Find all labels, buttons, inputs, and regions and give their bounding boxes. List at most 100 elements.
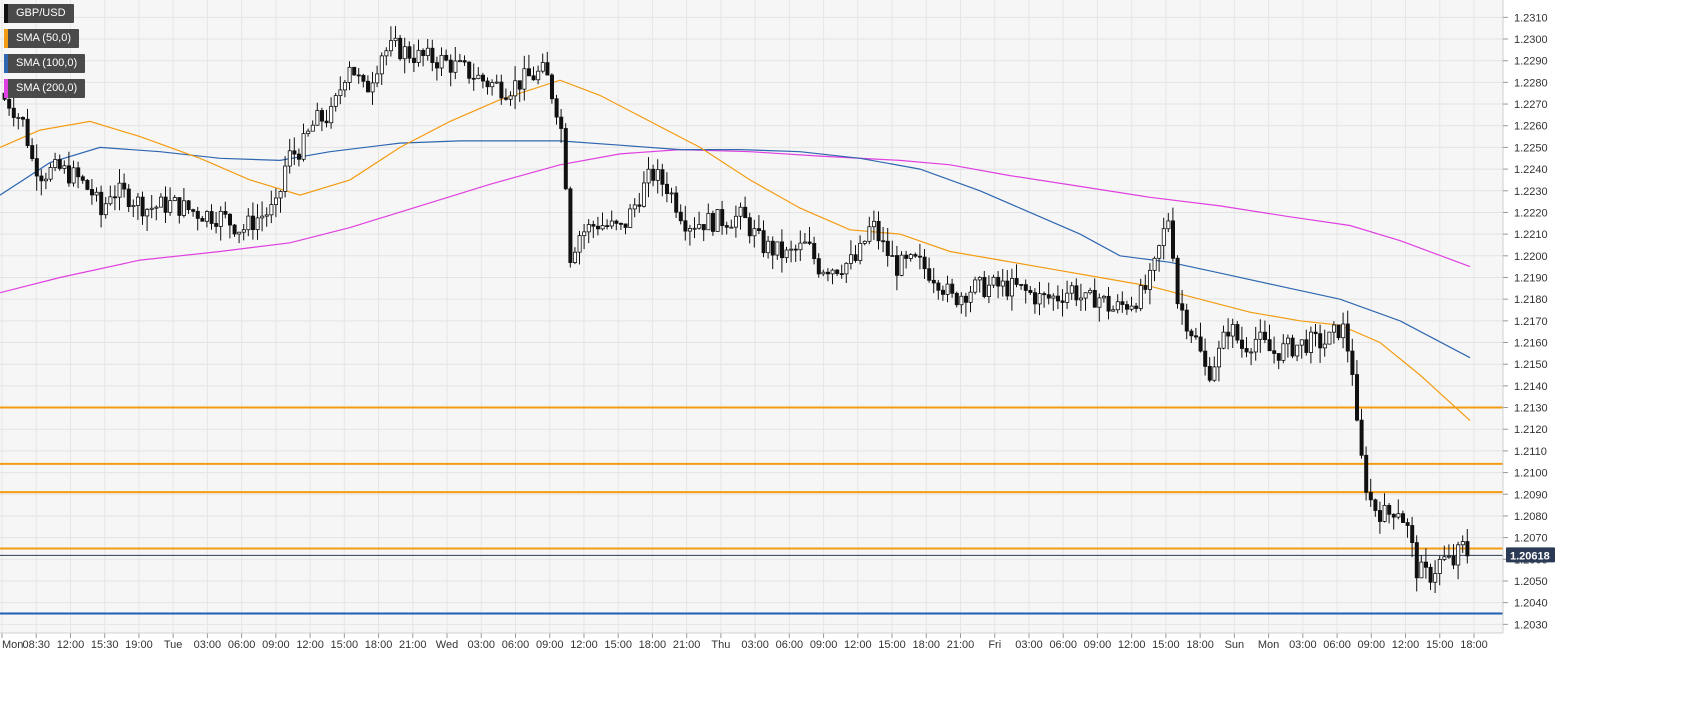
- candle: [517, 80, 522, 102]
- candle-body: [444, 54, 449, 61]
- candle-body: [1253, 338, 1258, 353]
- candle-body: [1419, 561, 1424, 579]
- candle: [678, 204, 683, 225]
- candle-body: [453, 60, 458, 73]
- candle: [398, 35, 403, 61]
- candle: [623, 223, 628, 235]
- x-tick-label: 09:00: [810, 639, 838, 651]
- candle-body: [306, 130, 311, 134]
- candle: [1157, 244, 1162, 272]
- candle-body: [766, 240, 771, 254]
- candle-body: [619, 222, 624, 225]
- candle: [411, 44, 416, 72]
- candle: [1299, 339, 1304, 359]
- y-tick-label: 1.2050: [1514, 576, 1548, 588]
- candle-body: [678, 211, 683, 222]
- candle-body: [384, 50, 389, 57]
- candle-body: [522, 68, 527, 90]
- candle: [315, 102, 320, 126]
- candle-body: [1286, 337, 1291, 345]
- x-tick-label: 09:00: [1358, 639, 1386, 651]
- legend: GBP/USD SMA (50,0) SMA (100,0) SMA (200,…: [4, 4, 86, 104]
- candle: [260, 201, 265, 232]
- candle-body: [669, 192, 674, 195]
- candle-body: [53, 159, 58, 168]
- candle: [660, 163, 665, 197]
- candlesticks: [2, 26, 1470, 594]
- candle-body: [246, 215, 251, 231]
- candle-body: [1217, 347, 1222, 368]
- candle: [964, 292, 969, 317]
- candle-body: [752, 228, 757, 237]
- candle-body: [16, 117, 21, 119]
- candle-body: [642, 182, 647, 207]
- y-tick-label: 1.2140: [1514, 381, 1548, 393]
- candle-body: [333, 95, 338, 107]
- candle-body: [830, 269, 835, 275]
- candle-body: [269, 204, 274, 216]
- y-tick-label: 1.2030: [1514, 619, 1548, 631]
- candle: [1304, 329, 1309, 356]
- candle-body: [103, 203, 108, 216]
- candle: [609, 210, 614, 230]
- candle-body: [655, 169, 660, 181]
- candle: [688, 224, 693, 246]
- candle-body: [67, 165, 72, 184]
- candle-body: [1060, 300, 1065, 303]
- x-tick-label: 18:00: [1460, 639, 1488, 651]
- candle: [991, 274, 996, 288]
- candle: [1456, 541, 1461, 580]
- candle: [761, 220, 766, 258]
- candle: [90, 179, 95, 205]
- candle-body: [181, 200, 186, 216]
- candle: [375, 65, 380, 88]
- candle-body: [90, 189, 95, 196]
- candle-body: [784, 249, 789, 259]
- candle: [605, 219, 610, 230]
- candle-body: [536, 70, 541, 81]
- candle-body: [826, 271, 831, 275]
- legend-label-sma50: SMA (50,0): [16, 32, 72, 44]
- candle-body: [1230, 324, 1235, 337]
- candle: [614, 219, 619, 231]
- candle-body: [232, 224, 237, 235]
- candle: [1134, 302, 1139, 313]
- candle: [246, 208, 251, 237]
- candle: [563, 123, 568, 191]
- candle: [499, 74, 504, 105]
- candle-body: [499, 81, 504, 99]
- candle-body: [283, 165, 288, 192]
- candle: [775, 241, 780, 260]
- legend-gbpusd: GBP/USD: [4, 4, 74, 23]
- candle: [30, 138, 35, 162]
- candle-body: [1447, 555, 1452, 558]
- candle-body: [987, 284, 992, 297]
- candle: [904, 250, 909, 269]
- candle: [434, 56, 439, 81]
- candle-body: [462, 60, 467, 63]
- candle-body: [186, 200, 191, 211]
- candle: [99, 185, 104, 228]
- candle: [1184, 303, 1189, 340]
- candle-body: [931, 279, 936, 284]
- candle-body: [517, 80, 522, 90]
- candle-body: [816, 258, 821, 275]
- candle-body: [1267, 339, 1272, 352]
- candle-body: [126, 188, 131, 207]
- candle-body: [1244, 348, 1249, 353]
- candle: [204, 210, 209, 228]
- candle: [310, 120, 315, 132]
- candle-body: [1079, 297, 1084, 301]
- candle: [1396, 499, 1401, 520]
- candle: [1014, 264, 1019, 288]
- candle-body: [1401, 513, 1406, 523]
- x-tick-label: 18:00: [1186, 639, 1214, 651]
- candle-body: [996, 276, 1001, 287]
- candle: [149, 194, 154, 219]
- candle-body: [1364, 454, 1369, 493]
- x-tick-label: 03:00: [741, 639, 769, 651]
- candle: [1295, 344, 1300, 362]
- candle: [1249, 348, 1254, 366]
- x-tick-label: 12:00: [296, 639, 324, 651]
